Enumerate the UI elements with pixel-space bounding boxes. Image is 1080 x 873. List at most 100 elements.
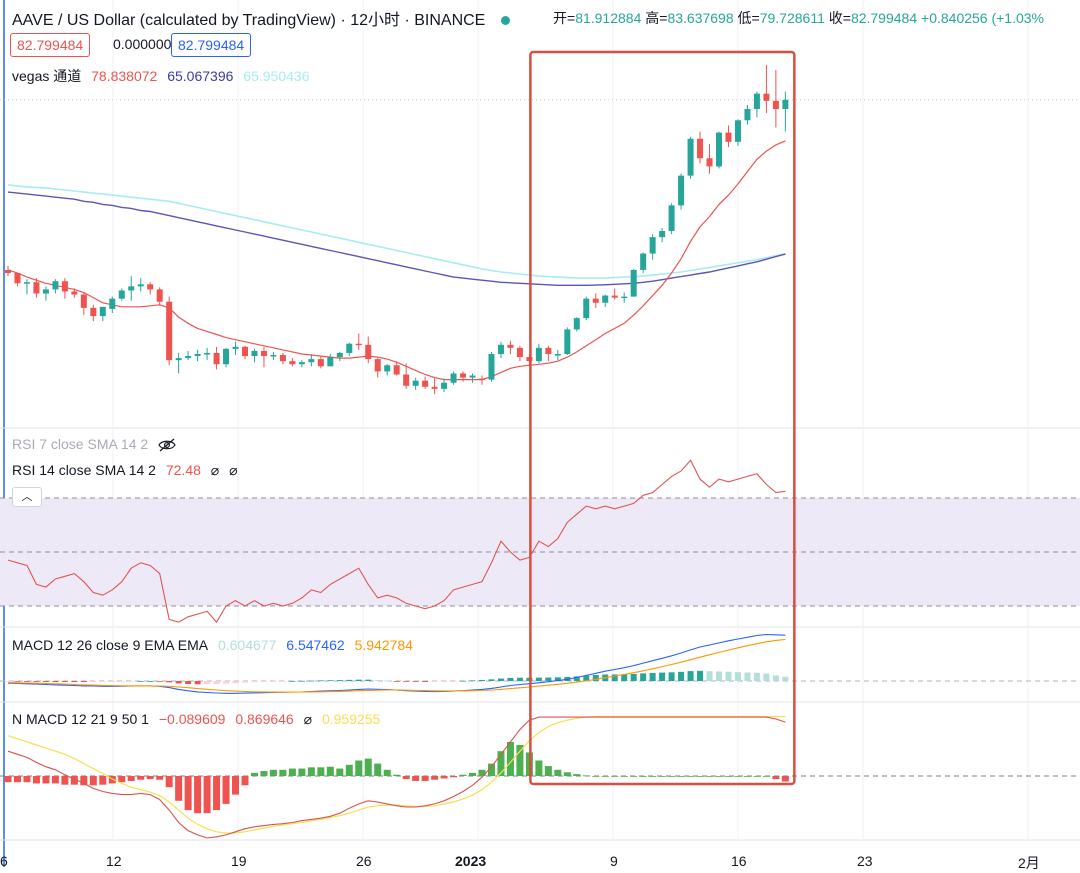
candle (782, 91, 789, 132)
rsi-legend[interactable]: RSI 14 close SMA 14 2 72.48 ⌀ ⌀ (12, 462, 244, 479)
candle (716, 131, 722, 169)
candle (365, 336, 372, 364)
nmacd-hist-bar (374, 763, 382, 776)
candle (317, 356, 324, 369)
x-tick-label-year: 2023 (455, 853, 487, 869)
candle (573, 317, 580, 332)
candle-body (147, 284, 154, 290)
ask-price-box[interactable]: 82.799484 (171, 33, 252, 57)
macd-legend[interactable]: MACD 12 26 close 9 EMA EMA 0.604677 6.54… (12, 637, 419, 653)
nmacd-hist-bar (450, 776, 458, 778)
candle-body (431, 386, 438, 389)
macd-hist-bar (279, 681, 286, 682)
macd-line-value: 6.547462 (286, 637, 345, 653)
candle-body (71, 291, 78, 295)
nmacd-hist-bar (13, 776, 21, 783)
macd-hist-bar (412, 681, 419, 682)
vegas-legend[interactable]: vegas 通道 78.838072 65.067396 65.950436 (12, 66, 315, 86)
nmacd-hist-bar (194, 776, 202, 814)
macd-hist-bar (327, 680, 334, 682)
macd-hist-bar (289, 680, 296, 682)
candle (772, 70, 779, 128)
macd-hist-bar (156, 681, 163, 682)
macd-hist-bar (772, 675, 779, 681)
candle-body (422, 380, 429, 387)
nmacd-hist-bar (89, 776, 97, 786)
candle-body (441, 382, 448, 389)
x-tick-label: 23 (857, 853, 873, 869)
candle-body (554, 354, 561, 356)
macd-hist-bar (336, 680, 343, 681)
eye-off-icon[interactable] (158, 438, 176, 452)
candle (706, 143, 713, 174)
macd-hist-bar (194, 681, 201, 685)
nmacd-label: N MACD 12 21 9 50 1 (12, 711, 149, 727)
candle-body (659, 231, 666, 238)
candle-body (52, 281, 59, 290)
candle-body (232, 346, 239, 349)
chevron-up-icon[interactable]: ︿ (12, 487, 42, 507)
candle (251, 348, 258, 363)
macd-hist-bar (242, 681, 248, 683)
macd-hist-bar (317, 680, 324, 682)
nmacd-hist-bar (582, 775, 590, 777)
candle (535, 343, 542, 364)
nmacd-hist-bar (156, 776, 164, 780)
x-tick-label: 9 (610, 853, 618, 869)
symbol-title[interactable]: AAVE / US Dollar (calculated by TradingV… (12, 12, 486, 29)
nmacd-hist-bar (402, 776, 410, 780)
macd-hist-bar (441, 681, 448, 682)
candle-body (697, 138, 704, 159)
macd-hist-bar (374, 680, 381, 681)
macd-hist-bar (734, 672, 741, 681)
nmacd-hist-bar (383, 769, 391, 776)
candle (374, 358, 381, 378)
vegas-ema2-line (7, 191, 786, 286)
macd-hist-bar (33, 681, 40, 682)
macd-hist-bar (23, 681, 30, 682)
x-tick-label: 19 (231, 853, 247, 869)
nmacd-hist-bar (506, 741, 514, 776)
macd-hist-bar (393, 681, 400, 682)
candle-body (166, 301, 173, 361)
candle-body (716, 132, 722, 167)
nmacd-hist-bar (535, 760, 543, 776)
macd-hist-bar (346, 679, 353, 681)
rsi-label: RSI 14 close SMA 14 2 (12, 462, 156, 478)
nmacd-hist-bar (734, 776, 742, 777)
bid-price-box[interactable]: 82.799484 (10, 33, 91, 57)
candle (71, 288, 78, 298)
macd-hist-bar (469, 680, 476, 682)
candle (516, 345, 523, 362)
candle (213, 346, 220, 370)
nmacd-hist-bar (630, 776, 638, 777)
candle (403, 363, 410, 389)
macd-hist-bar (687, 671, 694, 681)
candle (668, 203, 675, 235)
nmacd-hist-bar (298, 768, 306, 776)
candle-body (279, 355, 286, 362)
candle (659, 227, 666, 243)
nmacd-value-1: −0.089609 (158, 711, 226, 727)
macd-hist-bar (422, 681, 429, 682)
nmacd-hist-bar (336, 768, 344, 776)
candle (554, 349, 561, 361)
nmacd-hist-bar (412, 776, 420, 781)
candle-body (545, 347, 552, 354)
candle (270, 351, 277, 361)
candle (412, 377, 419, 390)
nmacd-hist-bar (137, 776, 145, 780)
macd-hist-bar (583, 675, 590, 681)
candle-body (317, 359, 324, 367)
candle (33, 278, 40, 298)
vegas-ema1-line (7, 140, 786, 381)
candle (118, 288, 125, 301)
macd-label: MACD 12 26 close 9 EMA EMA (12, 637, 209, 653)
candle (260, 346, 267, 368)
nmacd-legend[interactable]: N MACD 12 21 9 50 1 −0.089609 0.869646 ⌀… (12, 711, 386, 728)
nmacd-hist-bar (563, 772, 571, 776)
rsi7-legend[interactable]: RSI 7 close SMA 14 2 (12, 436, 176, 452)
macd-hist-bar (403, 681, 410, 682)
candle (279, 352, 286, 365)
